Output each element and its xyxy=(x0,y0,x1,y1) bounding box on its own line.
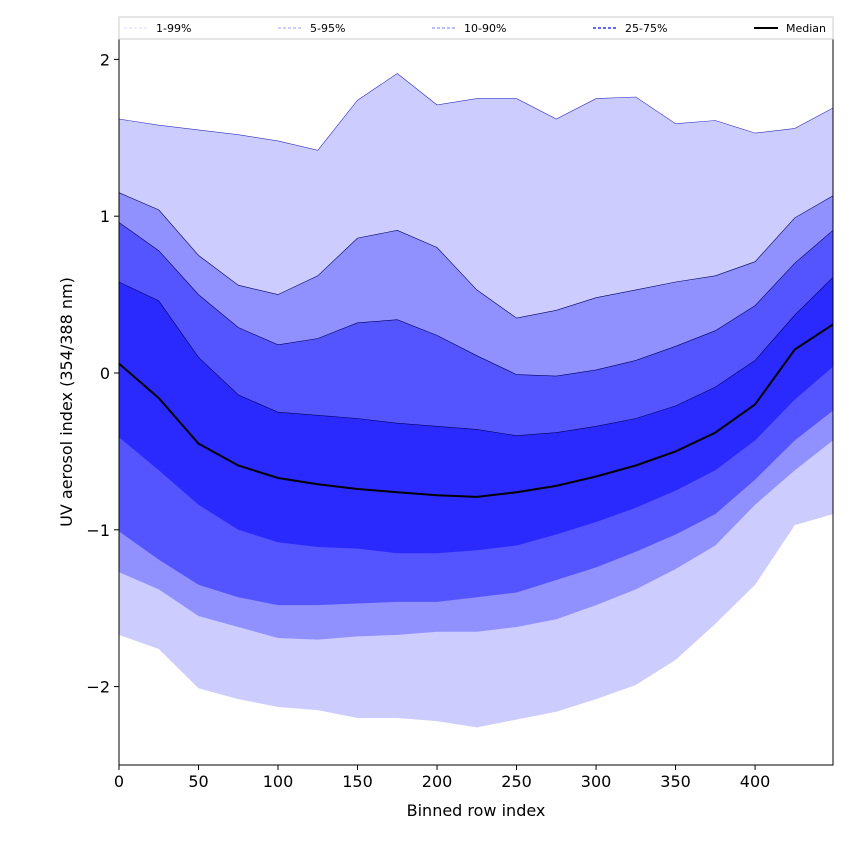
legend-label: 1-99% xyxy=(156,22,191,35)
y-axis-label: UV aerosol index (354/388 nm) xyxy=(57,277,76,527)
x-axis: 0 50 100 150 200 250 300 350 400 xyxy=(114,765,770,791)
x-tick-label: 50 xyxy=(188,772,208,791)
y-tick-label: 2 xyxy=(100,50,110,69)
x-axis-label: Binned row index xyxy=(407,801,546,820)
y-axis: −2 −1 0 1 2 xyxy=(86,50,119,697)
x-tick-label: 100 xyxy=(263,772,294,791)
y-tick-label: −2 xyxy=(86,678,110,697)
x-tick-label: 350 xyxy=(660,772,691,791)
legend-box xyxy=(118,16,834,40)
x-tick-label: 300 xyxy=(581,772,612,791)
y-tick-label: −1 xyxy=(86,521,110,540)
y-tick-label: 1 xyxy=(100,207,110,226)
band-upper-edge xyxy=(118,192,834,319)
band-25-75% xyxy=(119,277,833,554)
legend-label: 5-95% xyxy=(310,22,345,35)
legend-label: 25-75% xyxy=(625,22,667,35)
legend: 1-99% 5-95% 10-90% 25-75% Median xyxy=(118,16,834,40)
median-line xyxy=(118,323,834,498)
band-upper-edge xyxy=(118,222,834,377)
band-upper-edge xyxy=(118,73,834,151)
x-tick-label: 200 xyxy=(422,772,453,791)
bands-layer xyxy=(118,73,834,728)
band-upper-edge xyxy=(118,277,834,437)
x-tick-label: 250 xyxy=(501,772,532,791)
legend-label: Median xyxy=(786,22,826,35)
x-tick-label: 150 xyxy=(342,772,373,791)
x-tick-label: 0 xyxy=(114,772,124,791)
y-tick-label: 0 xyxy=(100,364,110,383)
legend-label: 10-90% xyxy=(464,22,506,35)
x-tick-label: 400 xyxy=(740,772,771,791)
